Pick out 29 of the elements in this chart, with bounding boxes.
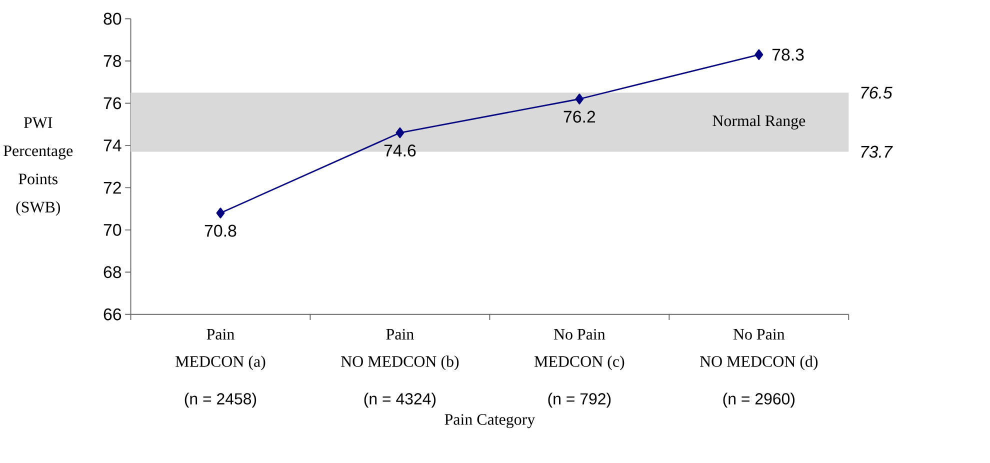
data-label: 78.3 (772, 48, 804, 61)
y-tick-label: 66 (104, 308, 122, 321)
y2-tick-label: 76.5 (861, 86, 892, 99)
y-tick-label: 72 (104, 182, 121, 194)
x-tick-label: Pain NO MEDCON (b) (341, 329, 459, 370)
y2-tick-label: 73.7 (861, 146, 893, 158)
y-tick-label: 78 (104, 55, 122, 68)
y-tick-label: 80 (104, 12, 122, 25)
x-tick-label: No Pain MEDCON (c) (534, 329, 624, 370)
text: (n = 4324) (364, 392, 436, 408)
y-axis-title: PWI Percentage Points (SWB) (4, 118, 73, 216)
point (216, 208, 225, 219)
data-label: 74.6 (384, 144, 416, 157)
text: (n = 2960) (723, 392, 794, 408)
y-tick-label: 76 (104, 97, 122, 110)
text: (n = 2458) (184, 392, 256, 408)
y-tick-label: 74 (104, 140, 122, 152)
point (754, 49, 764, 60)
point (575, 94, 584, 105)
y-tick-label: 68 (104, 266, 122, 278)
point (396, 128, 404, 138)
x-axis-title: Pain Category (444, 414, 536, 428)
data-label: 76.2 (564, 110, 596, 123)
x-tick-label: No Pain NO MEDCON (d) (700, 329, 818, 370)
x-tick-label: Pain MEDCON (a) (176, 329, 266, 370)
y-tick-label: 70 (104, 224, 122, 236)
data-label: 70.8 (204, 224, 236, 237)
band-label: Normal Range (712, 115, 806, 130)
text: (n = 792) (548, 392, 611, 408)
